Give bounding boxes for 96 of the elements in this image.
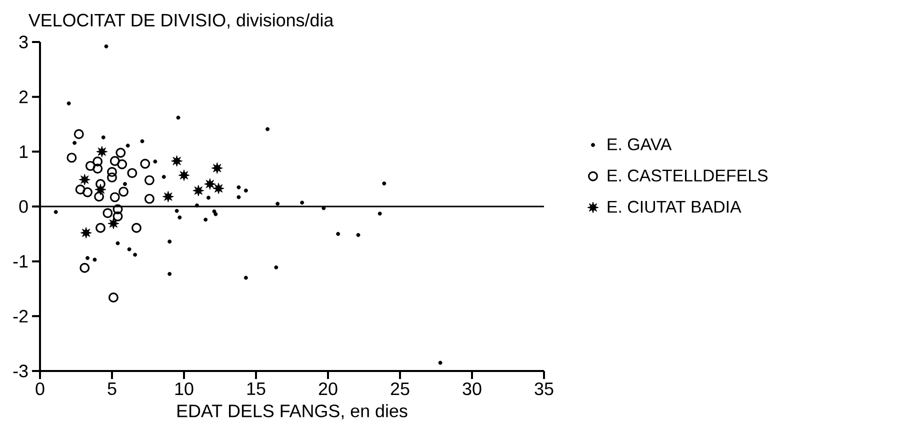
- point: [153, 160, 158, 164]
- point: [78, 174, 90, 186]
- point: [127, 168, 138, 178]
- point: [204, 178, 216, 190]
- point: [214, 212, 218, 216]
- point: [127, 247, 132, 252]
- point: [438, 360, 442, 365]
- point: [112, 204, 123, 214]
- point: [266, 127, 270, 132]
- point: [72, 140, 77, 145]
- point: [140, 139, 144, 144]
- x-tick-label: 10: [175, 382, 194, 396]
- point: [116, 148, 126, 158]
- y-tick-label: 3: [19, 36, 28, 48]
- y-tick-label: -1: [13, 255, 28, 268]
- point: [118, 186, 129, 197]
- point: [80, 227, 92, 239]
- point: [300, 200, 304, 205]
- point: [236, 195, 241, 200]
- point: [107, 166, 117, 177]
- y-tick-label: 0: [19, 200, 28, 213]
- point: [206, 196, 210, 200]
- point: [102, 208, 113, 218]
- point: [66, 152, 77, 163]
- y-tick-label: 2: [19, 90, 28, 104]
- point: [54, 210, 58, 214]
- point: [244, 276, 248, 280]
- point: [168, 272, 172, 276]
- point: [116, 241, 120, 246]
- point: [276, 202, 280, 206]
- point: [85, 160, 96, 171]
- x-tick-label: 0: [36, 382, 44, 396]
- y-tick-label: 1: [20, 145, 28, 158]
- point: [95, 222, 106, 233]
- legend-label: E. GAVA: [608, 138, 672, 150]
- point: [211, 162, 223, 174]
- point: [236, 185, 241, 190]
- point: [176, 116, 180, 120]
- point: [244, 188, 248, 193]
- point: [74, 129, 84, 140]
- point: [174, 208, 179, 213]
- point: [274, 265, 278, 270]
- x-tick-label: 35: [534, 382, 554, 396]
- x-tick-label: 5: [108, 382, 116, 395]
- point: [92, 258, 97, 262]
- point: [194, 203, 199, 208]
- point: [336, 232, 340, 236]
- point: [126, 144, 130, 148]
- point: [122, 182, 127, 186]
- point: [110, 192, 120, 202]
- point: [204, 218, 208, 222]
- point: [178, 215, 182, 220]
- point: [356, 233, 360, 238]
- point: [192, 184, 204, 196]
- point: [131, 222, 142, 233]
- point: [66, 101, 71, 106]
- point: [94, 192, 104, 202]
- y-axis-title: VELOCITAT DE DIVISIO, divisions/dia: [28, 13, 334, 29]
- point: [104, 44, 108, 48]
- point: [107, 172, 117, 182]
- point: [80, 262, 90, 273]
- point: [110, 156, 120, 166]
- point: [162, 174, 166, 179]
- point: [86, 256, 90, 260]
- point: [92, 156, 103, 167]
- point: [162, 190, 174, 202]
- x-tick-label: 20: [318, 382, 338, 396]
- point: [92, 164, 103, 174]
- point: [117, 159, 128, 170]
- point: [144, 175, 154, 186]
- point: [82, 187, 93, 198]
- point: [96, 146, 108, 158]
- point: [101, 135, 106, 140]
- point: [382, 181, 386, 186]
- point: [108, 292, 118, 303]
- point: [171, 155, 183, 167]
- point: [94, 184, 106, 196]
- point: [168, 240, 172, 244]
- y-tick-label: -2: [13, 310, 28, 322]
- y-tick-label: -3: [13, 364, 28, 378]
- point: [112, 211, 123, 222]
- x-tick-label: 30: [462, 382, 482, 396]
- point: [212, 182, 224, 194]
- x-tick-label: 15: [247, 382, 266, 395]
- legend-label: E. CASTELLDEFELS: [608, 170, 768, 182]
- point: [95, 179, 106, 190]
- point: [75, 184, 86, 194]
- point: [133, 252, 138, 257]
- point: [144, 194, 154, 204]
- legend-label: E. CIUTAT BADIA: [608, 200, 742, 213]
- point: [378, 212, 382, 216]
- x-axis-title: EDAT DELS FANGS, en dies: [178, 404, 408, 420]
- point: [178, 170, 190, 181]
- x-tick-label: 25: [390, 382, 410, 396]
- point: [140, 158, 150, 169]
- point: [108, 218, 120, 230]
